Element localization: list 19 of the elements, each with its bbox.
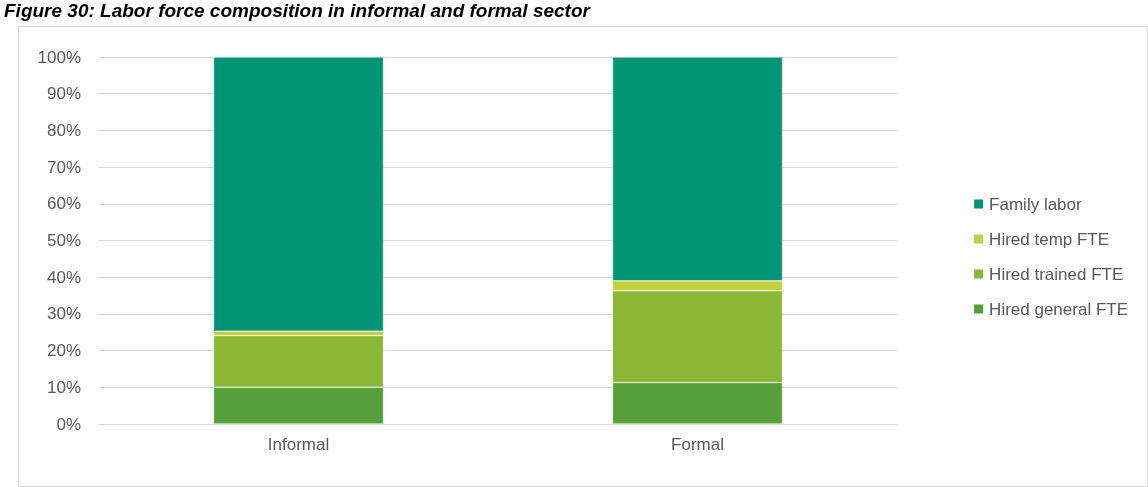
- legend-label: Family labor: [989, 194, 1083, 214]
- chart-title: Figure 30: Labor force composition in informal and formal sector: [4, 0, 590, 22]
- y-tick-label: 100%: [37, 47, 81, 67]
- y-tick-label: 30%: [46, 304, 81, 324]
- y-tick-label: 10%: [46, 377, 81, 397]
- legend-label: Hired general FTE: [989, 299, 1128, 319]
- y-tick-label: 60%: [46, 194, 81, 214]
- x-tick-label: Formal: [671, 435, 724, 454]
- y-tick-label: 50%: [46, 231, 81, 250]
- y-tick-label: 20%: [46, 341, 81, 361]
- y-tick-label: 90%: [46, 84, 81, 104]
- x-tick-label: Informal: [267, 435, 330, 454]
- y-tick-label: 40%: [46, 267, 81, 287]
- legend-label: Hired trained FTE: [989, 264, 1124, 284]
- y-tick-label: 70%: [46, 157, 81, 177]
- y-tick-label: 0%: [56, 414, 81, 434]
- bar: [213, 57, 384, 332]
- y-tick-label: 80%: [46, 120, 81, 140]
- legend-label: Hired temp FTE: [989, 229, 1110, 249]
